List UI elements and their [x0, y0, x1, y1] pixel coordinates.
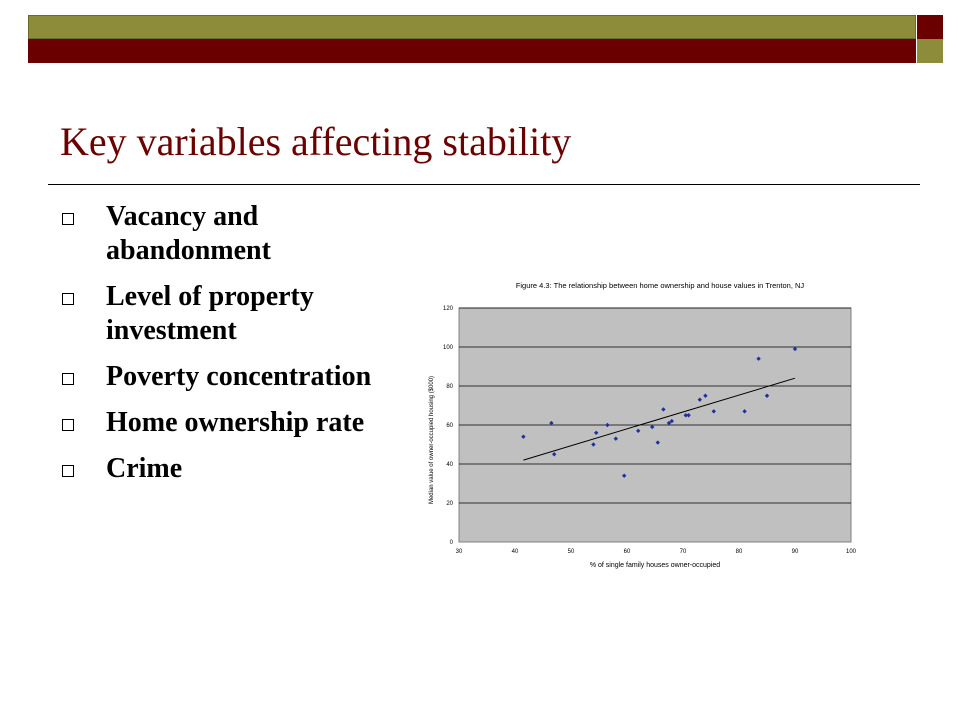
title-divider	[48, 184, 920, 185]
x-tick-label: 60	[624, 549, 631, 555]
chart-title: Figure 4.3: The relationship between hom…	[516, 281, 805, 290]
bullet-text: Crime	[106, 453, 183, 484]
data-point	[666, 420, 672, 426]
trendline	[523, 377, 796, 461]
y-tick-label: 0	[450, 540, 454, 546]
bullet-item: Crime	[62, 452, 402, 486]
y-tick-label: 120	[443, 306, 454, 312]
y-axis-label: Median value of owner-occupied housing (…	[429, 376, 435, 504]
bullet-item: Level of property investment	[62, 280, 402, 348]
top-maroon-stripe	[28, 39, 916, 63]
x-tick-label: 50	[568, 549, 575, 555]
data-point	[683, 413, 688, 418]
data-point	[742, 409, 747, 414]
chart-svg: Figure 4.3: The relationship between hom…	[429, 281, 857, 569]
y-tick-label: 100	[443, 345, 454, 351]
y-tick-label: 60	[446, 423, 453, 429]
data-point	[703, 393, 708, 398]
x-tick-label: 40	[512, 549, 519, 555]
x-tick-label: 70	[680, 549, 687, 555]
data-point	[764, 393, 770, 398]
data-point	[549, 420, 554, 426]
x-tick-label: 100	[846, 549, 857, 555]
bullet-item: Vacancy and abandonment	[62, 200, 402, 268]
x-axis-label: % of single family houses owner-occupied	[590, 562, 720, 569]
y-tick-label: 80	[446, 384, 453, 390]
data-point	[792, 346, 798, 352]
data-point	[756, 356, 761, 361]
square-bullet-icon	[62, 465, 74, 477]
bullet-item: Home ownership rate	[62, 406, 402, 440]
corner-maroon-block	[917, 15, 943, 39]
square-bullet-icon	[62, 213, 74, 225]
square-bullet-icon	[62, 293, 74, 305]
square-bullet-icon	[62, 419, 74, 431]
x-tick-label: 90	[792, 549, 799, 555]
bullet-item: Poverty concentration	[62, 360, 402, 394]
bullet-text: Home ownership rate	[106, 407, 365, 438]
x-tick-label: 30	[456, 549, 463, 555]
data-point	[686, 413, 691, 418]
bullet-list: Vacancy and abandonment Level of propert…	[62, 200, 402, 498]
top-decoration-bar	[28, 15, 916, 63]
y-tick-label: 40	[446, 462, 453, 468]
bullet-text: Vacancy and abandonment	[106, 201, 271, 266]
corner-decoration	[917, 15, 943, 63]
bullet-text: Level of property investment	[106, 281, 314, 346]
top-olive-stripe	[28, 15, 916, 39]
x-tick-label: 80	[736, 549, 743, 555]
scatter-chart: Figure 4.3: The relationship between hom…	[415, 268, 865, 578]
square-bullet-icon	[62, 373, 74, 385]
bullet-text: Poverty concentration	[106, 361, 372, 392]
slide-title: Key variables affecting stability	[60, 119, 572, 164]
corner-olive-block	[917, 39, 943, 63]
y-tick-label: 20	[446, 501, 453, 507]
